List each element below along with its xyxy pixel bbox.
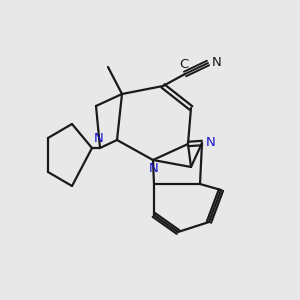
Text: N: N	[206, 136, 216, 149]
Text: C: C	[179, 58, 189, 71]
Text: N: N	[94, 133, 104, 146]
Text: N: N	[212, 56, 222, 70]
Text: N: N	[149, 163, 159, 176]
